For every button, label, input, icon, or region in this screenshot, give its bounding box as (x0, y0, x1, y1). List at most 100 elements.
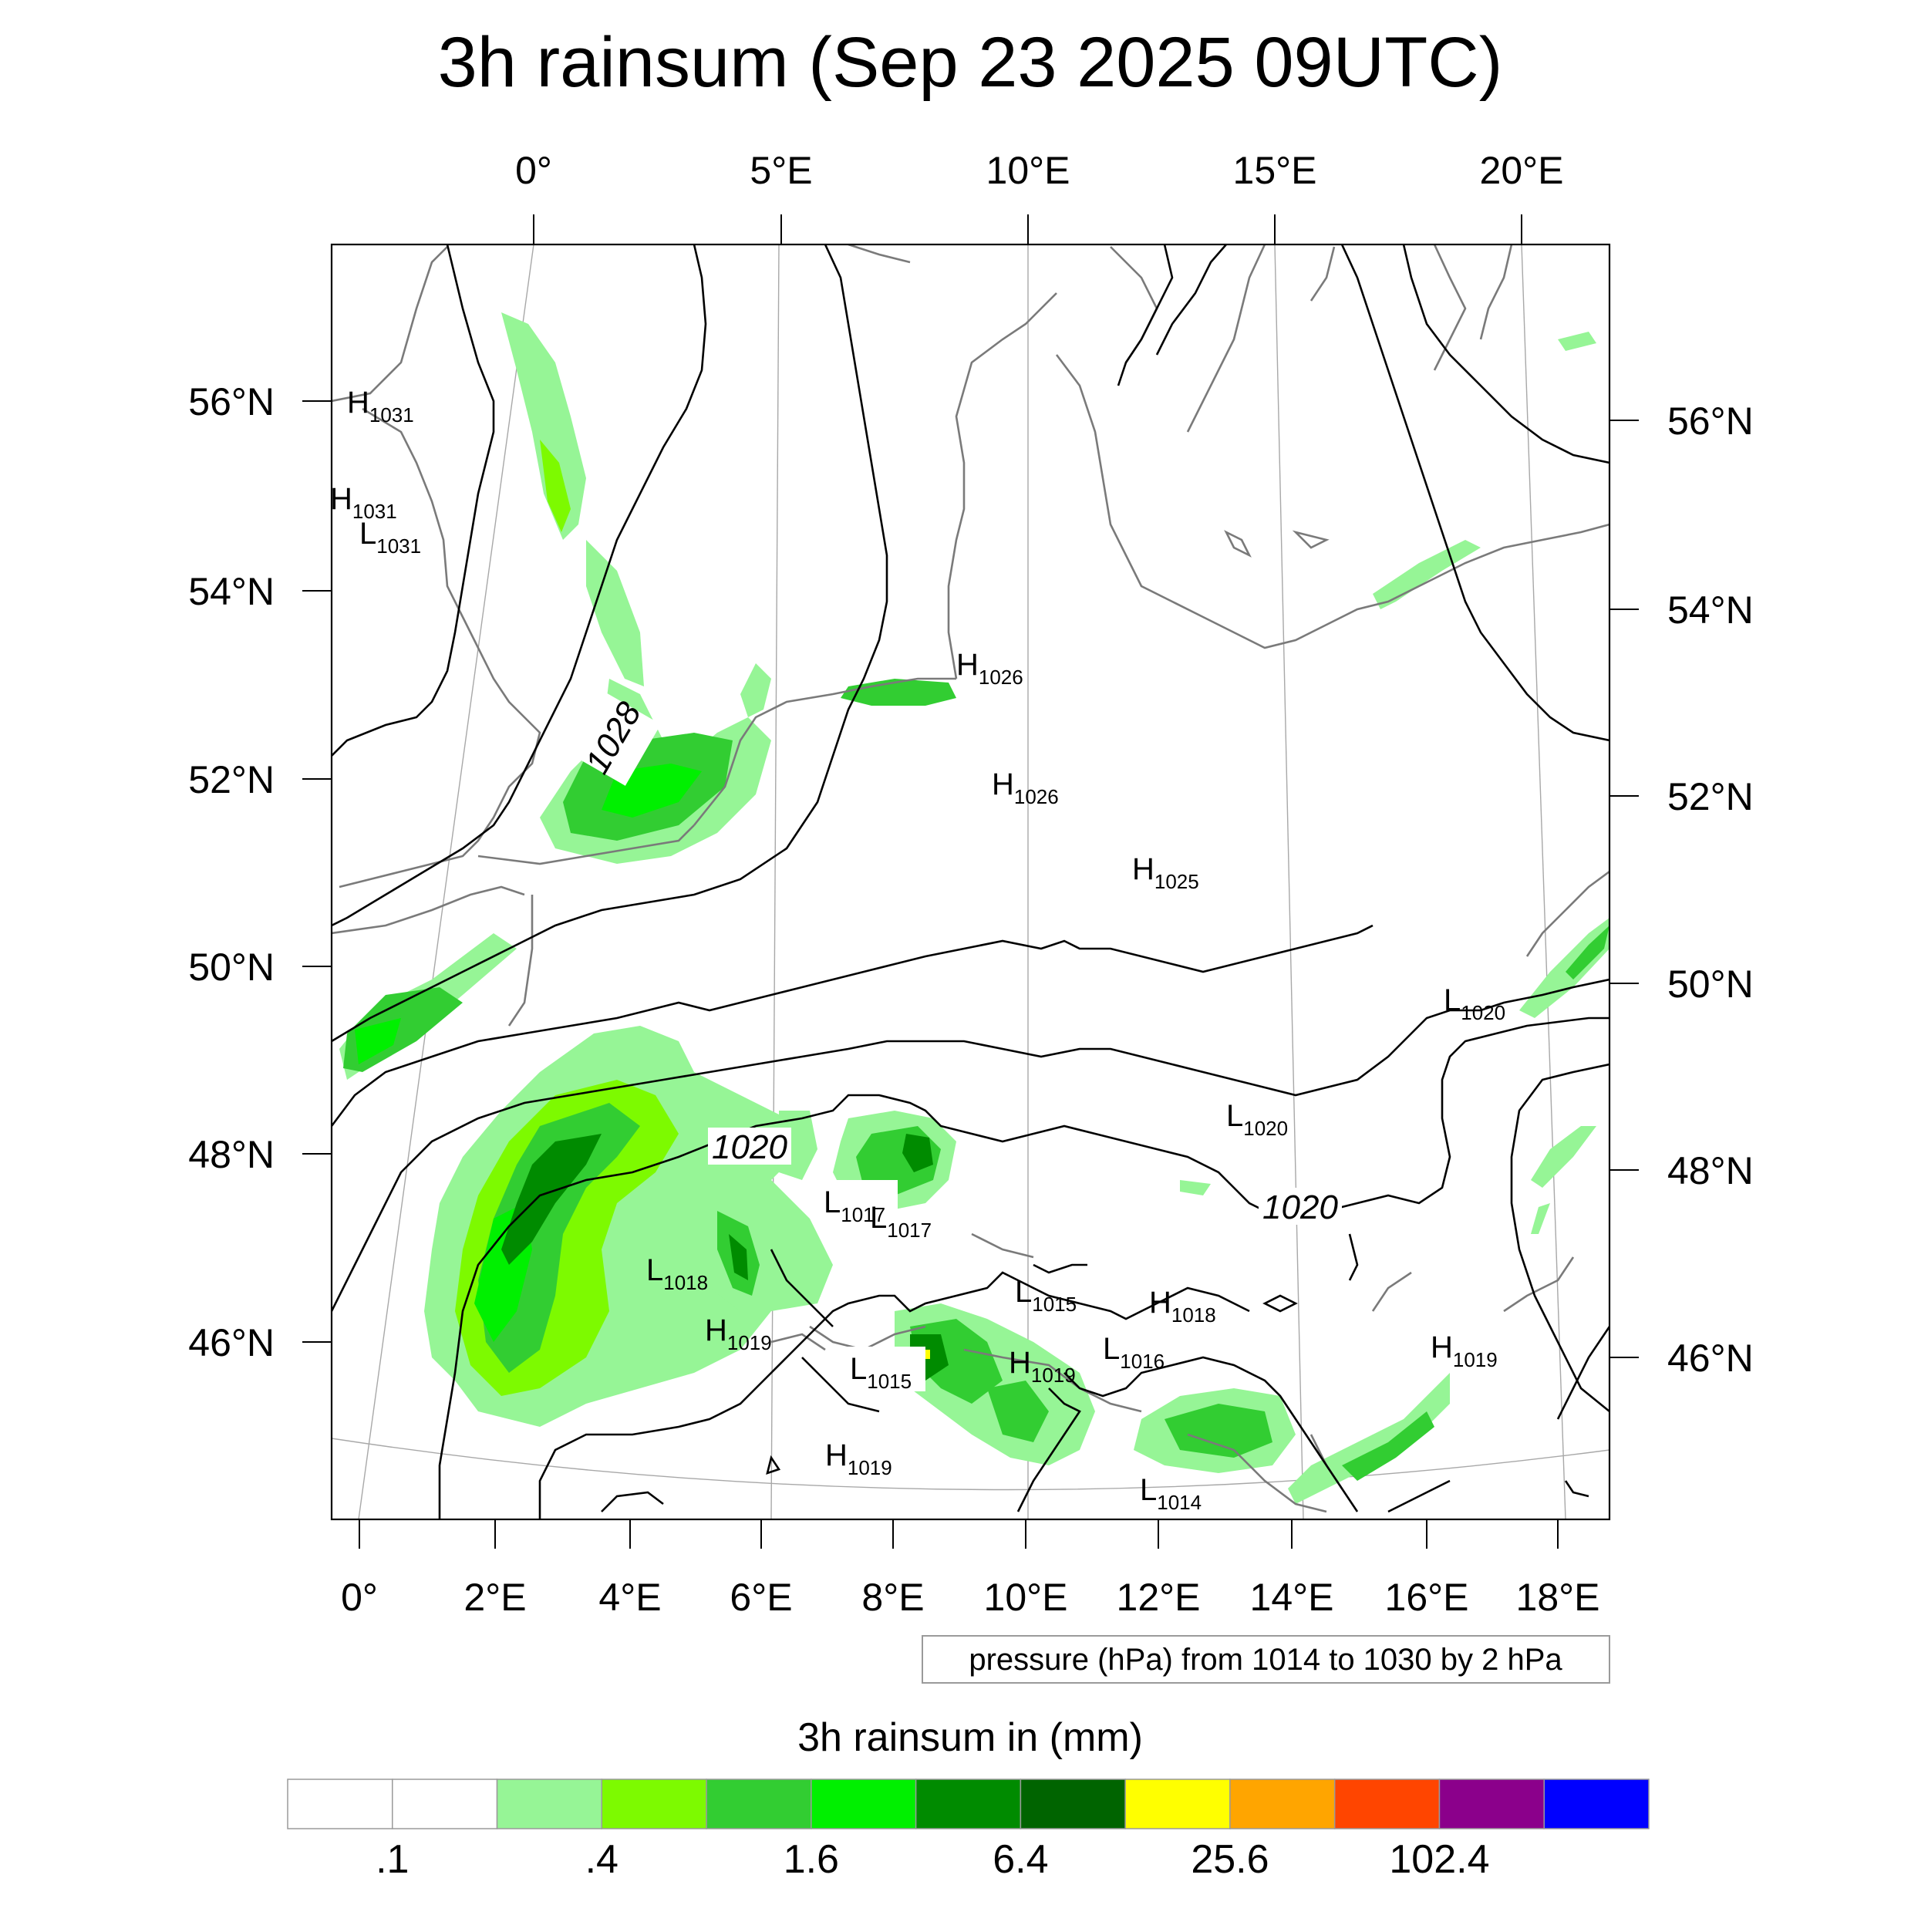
pressure-center-marker: H1031 (347, 386, 414, 427)
rain-area (586, 540, 644, 686)
rain-area (1531, 1203, 1550, 1234)
isobar-labels: 1028 1020 1020 (564, 689, 1342, 1226)
pressure-center-marker: H1019 (825, 1438, 892, 1479)
colorbar-swatch (915, 1779, 1022, 1829)
colorbar-swatch (287, 1779, 393, 1829)
colorbar-tick-label: 6.4 (993, 1837, 1048, 1882)
isobars (332, 244, 1609, 1519)
pressure-center-marker: H1031 (330, 482, 397, 523)
pressure-center-marker: L1014 (1140, 1473, 1202, 1514)
left-lat-label: 50°N (188, 946, 275, 989)
pressure-center-marker: L1017 (824, 1185, 885, 1226)
bottom-lon-label: 2°E (463, 1576, 526, 1619)
rain-area (841, 679, 956, 706)
right-lat-label: 48°N (1667, 1149, 1754, 1192)
pressure-center-marker: H1018 (1149, 1286, 1216, 1327)
top-lon-label: 20°E (1480, 149, 1564, 192)
pressure-center-marker: L1018 (646, 1253, 708, 1294)
graticule (332, 244, 1609, 1519)
bottom-longitude-axis: 0° 2°E 4°E 6°E 8°E 10°E 12°E 14°E 16°E 1… (341, 1519, 1599, 1619)
rain-area (1180, 1180, 1211, 1195)
colorbar-tick-label: 102.4 (1389, 1837, 1489, 1882)
left-lat-label: 46°N (188, 1321, 275, 1364)
rain-area (729, 1234, 748, 1280)
top-lon-label: 0° (515, 149, 552, 192)
pressure-center-marker: H1026 (956, 648, 1023, 689)
rain-area (1519, 918, 1609, 1018)
rain-area (740, 663, 771, 717)
map-panel: 0° 5°E 10°E 15°E 20°E 0° 2°E 4°E (188, 149, 1754, 1684)
contour-info-box: pressure (hPa) from 1014 to 1030 by 2 hP… (922, 1635, 1610, 1684)
pressure-center-marker: L1020 (1444, 983, 1505, 1024)
rain-area (1531, 1126, 1596, 1188)
colorbar-swatch (601, 1779, 707, 1829)
colorbar-tick-label: .4 (585, 1837, 619, 1882)
bottom-lon-label: 8°E (861, 1576, 924, 1619)
colorbar-swatch (1333, 1779, 1441, 1829)
rain-area (987, 1381, 1049, 1442)
right-lat-label: 52°N (1667, 775, 1754, 818)
rain-area (902, 1134, 933, 1172)
right-lat-label: 54°N (1667, 588, 1754, 632)
colorbar-swatch (1438, 1779, 1545, 1829)
top-lon-label: 5°E (750, 149, 812, 192)
pressure-center-marker: H1019 (1431, 1330, 1498, 1371)
bottom-lon-label: 6°E (730, 1576, 792, 1619)
pressure-center-marker: L1016 (1103, 1332, 1165, 1373)
right-lat-label: 56°N (1667, 400, 1754, 443)
colorbar-swatch (811, 1779, 917, 1829)
left-lat-label: 54°N (188, 570, 275, 613)
pressure-center-marker: L1015 (1015, 1275, 1077, 1316)
isobar-label: 1020 (1262, 1189, 1338, 1226)
pressure-center-marker: L1015 (850, 1352, 912, 1393)
bottom-lon-label: 10°E (984, 1576, 1068, 1619)
bottom-lon-label: 16°E (1385, 1576, 1469, 1619)
right-lat-label: 46°N (1667, 1337, 1754, 1380)
pressure-center-marker: L1017 (870, 1201, 932, 1242)
rain-area (501, 1134, 602, 1265)
rain-area (1373, 540, 1481, 609)
contour-info-text: pressure (hPa) from 1014 to 1030 by 2 hP… (969, 1643, 1562, 1677)
colorbar-swatches (287, 1779, 1650, 1829)
colorbar-swatch (392, 1779, 498, 1829)
colorbar-title: 3h rainsum in (mm) (797, 1715, 1143, 1760)
rain-area (478, 1103, 640, 1373)
top-lon-label: 15°E (1233, 149, 1317, 192)
rain-area (1342, 1411, 1434, 1481)
colorbar-swatch (1229, 1779, 1336, 1829)
rain-area (355, 1018, 401, 1064)
colorbar-swatch (496, 1779, 603, 1829)
top-longitude-axis: 0° 5°E 10°E 15°E 20°E (515, 149, 1563, 244)
rain-area (1165, 1404, 1272, 1458)
colorbar-swatch (1020, 1779, 1126, 1829)
left-latitude-axis: 56°N 54°N 52°N 50°N 48°N 46°N (188, 380, 332, 1364)
top-lon-label: 10°E (986, 149, 1070, 192)
colorbar-swatch (706, 1779, 812, 1829)
rain-area (1566, 926, 1609, 979)
colorbar-tick-label: 25.6 (1191, 1837, 1269, 1882)
rain-area (540, 440, 571, 532)
colorbar-swatch (1124, 1779, 1231, 1829)
bottom-lon-label: 18°E (1516, 1576, 1600, 1619)
map-frame (330, 243, 1611, 1521)
colorbar: 3h rainsum in (mm) .1 .4 1.6 6.4 25.6 102.4 (287, 1715, 1650, 1882)
pressure-center-marker: H1026 (992, 767, 1059, 808)
colorbar-ticks: .1 .4 1.6 6.4 25.6 102.4 (376, 1837, 1489, 1882)
pressure-centers: H1031 H1031 L1031 H1026 H1026 H1025 L102… (330, 386, 1505, 1514)
map-title: 3h rainsum (Sep 23 2025 09UTC) (438, 23, 1503, 102)
bottom-lon-label: 12°E (1117, 1576, 1201, 1619)
bottom-lon-label: 0° (341, 1576, 378, 1619)
pressure-center-marker: H1025 (1132, 852, 1199, 893)
rain-area (501, 312, 586, 540)
colorbar-tick-label: 1.6 (784, 1837, 839, 1882)
left-lat-label: 48°N (188, 1133, 275, 1176)
right-lat-label: 50°N (1667, 963, 1754, 1006)
colorbar-swatch (1543, 1779, 1650, 1829)
left-lat-label: 52°N (188, 758, 275, 801)
isobar-label: 1020 (712, 1128, 787, 1166)
rain-area (1288, 1373, 1450, 1504)
rain-area (925, 1350, 930, 1359)
rain-area (1558, 332, 1596, 351)
